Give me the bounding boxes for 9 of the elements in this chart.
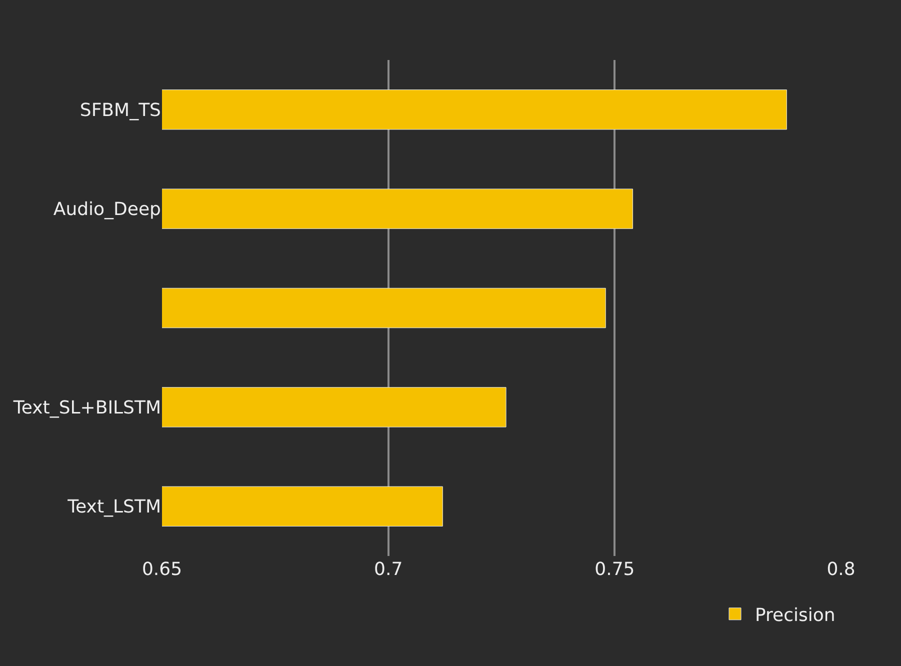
- y-tick-label: Audio_Deep: [53, 199, 161, 220]
- y-tick-label: Text_LSTM: [66, 496, 161, 518]
- x-tick-label: 0.75: [594, 559, 635, 580]
- y-tick-label: SFBM_TS: [80, 100, 161, 121]
- legend-label: Precision: [755, 604, 836, 626]
- y-tick-label: Text_SL+BILSTM: [12, 398, 161, 418]
- x-tick-label: 0.65: [142, 559, 182, 580]
- x-tick-label: 0.7: [374, 559, 403, 580]
- x-tick-label: 0.8: [826, 559, 856, 580]
